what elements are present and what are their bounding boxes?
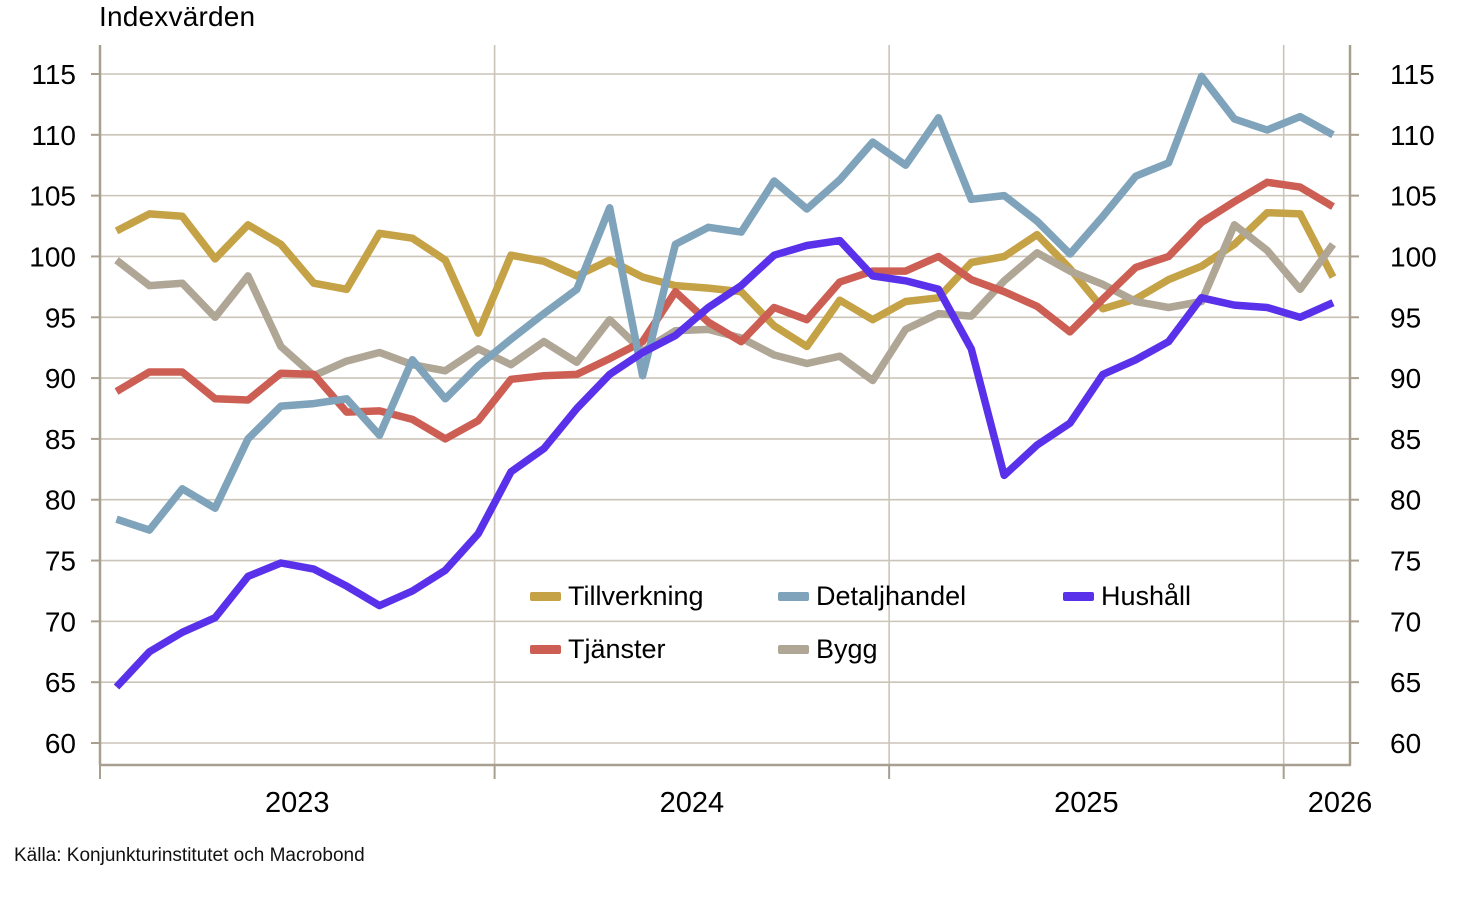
y-axis-label-left: 70: [45, 606, 76, 637]
y-axis-label-right: 60: [1390, 728, 1421, 759]
x-axis-year-label: 2023: [265, 787, 330, 819]
legend-swatch-bygg: [778, 645, 809, 654]
y-axis-label-right: 100: [1390, 241, 1437, 272]
y-axis-label-left: 100: [29, 241, 76, 272]
y-axis-label-left: 110: [31, 120, 76, 151]
y-axis-label-left: 90: [45, 363, 76, 394]
legend-swatch-detaljhandel: [778, 592, 809, 601]
legend-label-hushall: Hushåll: [1101, 581, 1192, 611]
y-axis-label-left: 95: [45, 302, 76, 333]
y-axis-label-right: 75: [1390, 546, 1421, 577]
y-axis-label-right: 115: [1390, 59, 1435, 90]
y-axis-label-right: 85: [1390, 424, 1421, 455]
y-axis-label-right: 70: [1390, 606, 1421, 637]
legend-label-detaljhandel: Detaljhandel: [816, 581, 967, 611]
legend-item-bygg: Bygg: [778, 634, 878, 665]
y-axis-label-right: 105: [1390, 181, 1437, 212]
y-axis-label-left: 65: [45, 667, 76, 698]
legend-label-bygg: Bygg: [816, 634, 878, 664]
legend-label-tjanster: Tjänster: [568, 634, 666, 664]
y-axis-label-left: 80: [45, 485, 76, 516]
y-axis-label-right: 95: [1390, 302, 1421, 333]
legend-swatch-tjanster: [530, 645, 561, 654]
source-caption: Källa: Konjunkturinstitutet och Macrobon…: [14, 845, 365, 866]
y-axis-label-left: 115: [31, 59, 76, 90]
legend-swatch-hushall: [1063, 592, 1094, 601]
x-axis-year-label: 2026: [1308, 787, 1373, 819]
y-axis-label-left: 85: [45, 424, 76, 455]
series-line-bygg: [114, 221, 1337, 385]
chart-title: Indexvärden: [99, 1, 256, 32]
y-axis-label-right: 65: [1390, 667, 1421, 698]
y-axis-label-left: 105: [29, 181, 76, 212]
y-axis-label-left: 60: [45, 728, 76, 759]
legend-label-tillverkning: Tillverkning: [568, 581, 704, 611]
legend-item-detaljhandel: Detaljhandel: [778, 581, 966, 612]
series-line-tjnster: [114, 178, 1335, 443]
x-axis-year-label: 2024: [660, 787, 725, 819]
legend-item-tjanster: Tjänster: [530, 634, 666, 665]
legend-item-tillverkning: Tillverkning: [530, 581, 704, 612]
y-axis-label-right: 90: [1390, 363, 1421, 394]
y-axis-label-right: 80: [1390, 485, 1421, 516]
y-axis-label-left: 75: [45, 546, 76, 577]
legend-item-hushall: Hushåll: [1063, 581, 1191, 612]
legend-swatch-tillverkning: [530, 592, 561, 601]
y-axis-label-right: 110: [1390, 120, 1435, 151]
x-axis-year-label: 2025: [1054, 787, 1119, 819]
series-line-detaljhandel: [115, 72, 1335, 534]
series-line-hushll: [113, 236, 1335, 690]
